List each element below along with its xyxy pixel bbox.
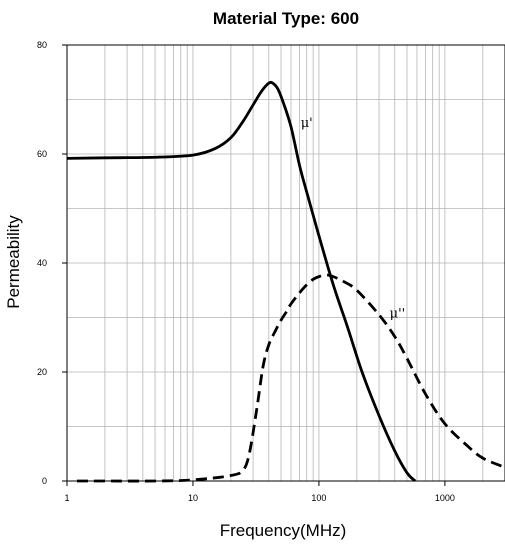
x-tick-label: 1000: [435, 493, 455, 503]
x-tick-label: 1: [64, 493, 69, 503]
series-annotation-label: μ': [301, 116, 313, 131]
grid-layer: [66, 45, 505, 481]
series-line-mu-prime: [66, 80, 417, 483]
x-tick-label: 10: [188, 493, 198, 503]
ticks-layer: 0 20 40 60 80 1 10 100 1000: [37, 40, 455, 503]
y-tick-label: 60: [37, 149, 47, 159]
y-tick-label: 80: [37, 40, 47, 50]
y-tick-label: 40: [37, 258, 47, 268]
x-tick-label: 100: [311, 493, 326, 503]
y-tick-label: 20: [37, 367, 47, 377]
y-axis-label: Permeability: [4, 215, 23, 309]
y-tick-label: 0: [42, 476, 47, 486]
annotation-layer: μ' μ'': [301, 116, 406, 322]
series-line-mu-double-prime: [76, 273, 505, 483]
series-layer: [66, 80, 505, 483]
series-annotation-label: μ'': [390, 307, 406, 322]
x-axis-label: Frequency(MHz): [220, 521, 347, 540]
chart-title: Material Type: 600: [213, 9, 359, 28]
